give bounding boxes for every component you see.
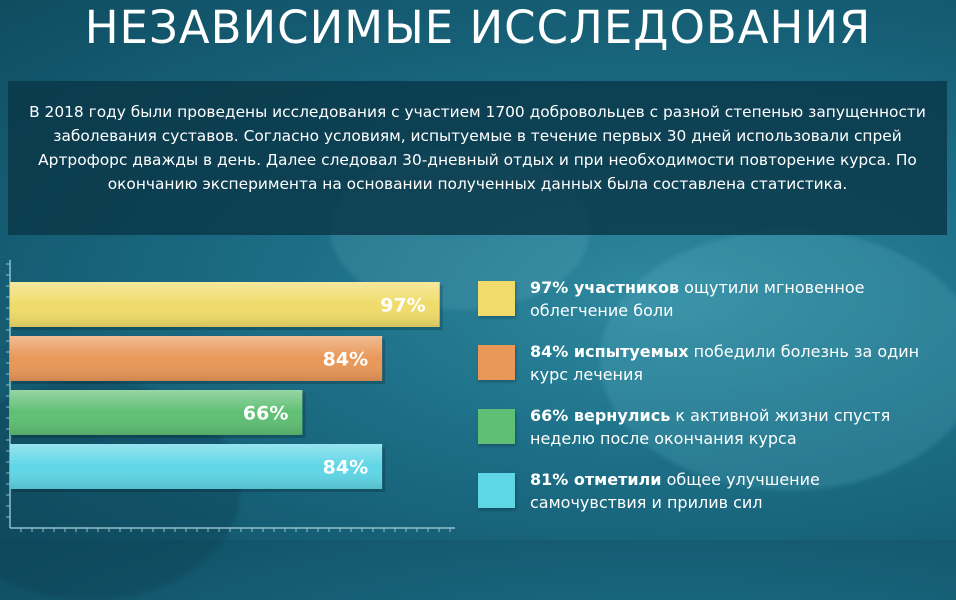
- intro-text: В 2018 году были проведены исследования …: [29, 103, 926, 193]
- legend-item: 66% вернулись к активной жизни спустя не…: [478, 396, 948, 456]
- legend-text: 66% вернулись к активной жизни спустя не…: [530, 404, 940, 450]
- bar-value-label: 97%: [380, 295, 425, 317]
- bar-value-label: 84%: [323, 457, 368, 479]
- legend-item: 81% отметили общее улучшение самочувстви…: [478, 460, 948, 520]
- bar-shading: [10, 282, 440, 327]
- legend-bold: 84% испытуемых: [530, 342, 689, 361]
- page-title: НЕЗАВИСИМЫЕ ИССЛЕДОВАНИЯ: [84, 1, 872, 54]
- legend-desc: общее улучшение самочувствия и прилив си…: [530, 470, 820, 512]
- legend-text: 81% отметили общее улучшение самочувстви…: [530, 468, 940, 514]
- legend-item: 84% испытуемых победили болезнь за один …: [478, 332, 948, 392]
- bar-chart: 97% 84% 66% 84%: [6, 260, 455, 532]
- legend-swatch-cyan: [478, 473, 515, 508]
- legend-desc: победили болезнь за один курс лечения: [530, 342, 920, 384]
- legend-swatch-green: [478, 409, 515, 444]
- legend-text: 97% участников ощутили мгновенное облегч…: [530, 276, 940, 322]
- bar-shading: [10, 336, 383, 381]
- legend-text: 84% испытуемых победили болезнь за один …: [530, 340, 940, 386]
- intro-panel: В 2018 году были проведены исследования …: [8, 81, 947, 235]
- legend-desc: к активной жизни спустя неделю после око…: [530, 406, 891, 448]
- bar-shading: [10, 390, 303, 435]
- background-blur-shape: [600, 230, 956, 490]
- bar-value-label: 84%: [323, 349, 368, 371]
- legend-item: 97% участников ощутили мгновенное облегч…: [478, 268, 948, 328]
- legend-bold: 81% отметили: [530, 470, 662, 489]
- bar-value-label: 66%: [243, 403, 288, 425]
- legend-bold: 66% вернулись: [530, 406, 671, 425]
- bar-shading: [10, 444, 383, 489]
- legend-desc: ощутили мгновенное облегчение боли: [530, 278, 865, 320]
- legend-swatch-orange: [478, 345, 515, 380]
- legend-swatch-yellow: [478, 281, 515, 316]
- legend-bold: 97% участников: [530, 278, 680, 297]
